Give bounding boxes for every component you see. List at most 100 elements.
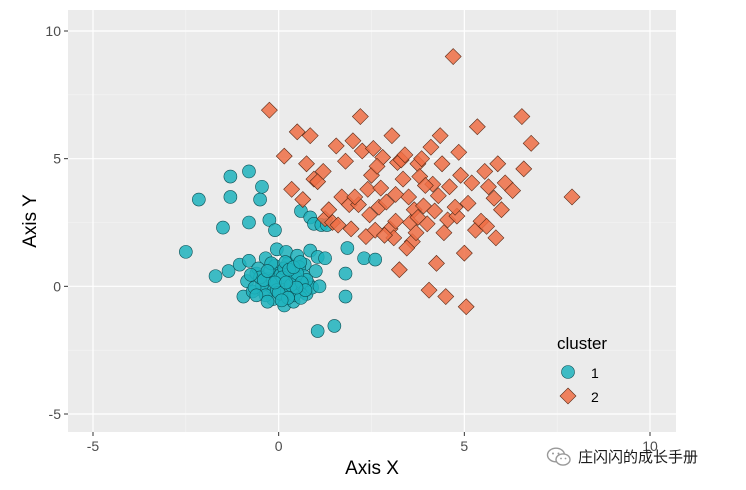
y-axis-ticks: -5 0 5 10: [45, 23, 68, 422]
data-point-cluster-2: [359, 180, 377, 198]
data-point-cluster-1: [293, 255, 308, 269]
data-point-cluster-2: [428, 254, 445, 272]
data-point-cluster-2: [275, 147, 293, 165]
data-point-cluster-2: [457, 298, 475, 316]
data-point-cluster-2: [398, 239, 416, 257]
data-point-cluster-2: [455, 244, 473, 262]
x-axis-ticks: -5 0 5 10: [87, 432, 658, 454]
data-point-cluster-2: [426, 202, 444, 220]
data-point-cluster-2: [487, 229, 505, 247]
data-point-cluster-1: [192, 192, 206, 207]
data-point-cluster-2: [450, 143, 468, 161]
data-point-cluster-2: [377, 193, 395, 211]
data-point-cluster-1: [308, 264, 323, 278]
data-point-cluster-1: [279, 275, 293, 290]
data-point-cluster-2: [522, 134, 540, 152]
data-point-cluster-1: [253, 192, 267, 207]
data-point-cluster-1: [244, 268, 258, 282]
data-point-cluster-2: [446, 198, 464, 216]
data-point-cluster-1: [274, 293, 289, 308]
plot-panel: [68, 10, 676, 432]
data-point-cluster-2: [327, 137, 345, 155]
y-axis-title: Axis Y: [20, 194, 41, 248]
data-point-cluster-1: [310, 324, 325, 338]
data-point-cluster-2: [314, 163, 332, 180]
data-point-cluster-1: [312, 279, 327, 294]
x-axis-title: Axis X: [345, 458, 399, 479]
data-point-cluster-1: [179, 245, 193, 259]
data-point-cluster-1: [338, 289, 353, 304]
data-point-cluster-2: [463, 174, 481, 192]
data-point-cluster-2: [301, 127, 319, 145]
data-point-cluster-1: [318, 251, 332, 266]
data-point-cluster-2: [383, 127, 401, 145]
data-point-cluster-2: [513, 108, 531, 125]
data-point-cluster-2: [563, 188, 581, 206]
data-point-cluster-1: [368, 252, 383, 267]
data-point-cluster-2: [476, 163, 494, 180]
x-tick-label: 10: [642, 438, 658, 454]
data-point-cluster-2: [283, 180, 301, 198]
data-point-cluster-1: [327, 319, 342, 333]
data-point-cluster-2: [387, 185, 405, 203]
wechat-icon: [546, 446, 571, 466]
data-point-cluster-2: [351, 108, 369, 125]
data-point-cluster-1: [223, 190, 238, 204]
data-point-cluster-1: [340, 241, 355, 255]
data-point-cluster-2: [444, 48, 462, 65]
y-tick-label: 5: [53, 151, 61, 167]
data-point-cluster-2: [298, 155, 315, 173]
data-point-cluster-2: [409, 208, 427, 226]
data-point-cluster-2: [431, 127, 449, 145]
data-point-cluster-2: [342, 220, 360, 238]
data-point-cluster-2: [433, 155, 451, 173]
watermark: 庄闪闪的成长手册: [546, 446, 698, 467]
data-point-cluster-2: [407, 224, 425, 242]
major-gridlines: [68, 10, 676, 432]
data-point-cluster-2: [329, 216, 347, 234]
data-point-cluster-1: [242, 253, 256, 268]
data-point-cluster-2: [480, 178, 497, 196]
data-points: [179, 48, 581, 338]
data-point-cluster-1: [223, 169, 238, 184]
legend-label-1: 1: [591, 365, 599, 381]
data-point-cluster-2: [452, 166, 470, 184]
data-point-cluster-2: [344, 132, 362, 150]
data-point-cluster-2: [387, 212, 405, 230]
data-point-cluster-2: [364, 140, 382, 157]
data-point-cluster-2: [396, 146, 414, 164]
legend-key-2: [559, 387, 577, 405]
y-tick-label: -5: [49, 406, 62, 422]
data-point-cluster-1: [221, 264, 236, 278]
legend-title: cluster: [557, 334, 607, 353]
data-point-cluster-2: [294, 191, 312, 208]
data-point-cluster-2: [288, 123, 306, 141]
data-point-cluster-1: [338, 266, 353, 281]
minor-gridlines: [68, 10, 676, 432]
data-point-cluster-1: [242, 164, 256, 179]
y-tick-label: 10: [45, 23, 61, 39]
watermark-text: 庄闪闪的成长手册: [578, 448, 699, 466]
data-point-cluster-2: [372, 179, 390, 197]
data-point-cluster-2: [413, 150, 431, 168]
data-point-cluster-2: [435, 224, 453, 242]
data-point-cluster-1: [260, 294, 275, 309]
data-point-cluster-2: [416, 177, 434, 194]
x-tick-label: 0: [275, 438, 283, 454]
data-point-cluster-2: [485, 189, 503, 207]
legend-key-1: [561, 365, 575, 379]
data-point-cluster-2: [441, 178, 458, 196]
data-point-cluster-2: [260, 101, 278, 119]
data-point-cluster-2: [437, 288, 455, 305]
data-point-cluster-1: [208, 269, 223, 283]
legend-keys: [559, 365, 577, 405]
data-point-cluster-1: [255, 179, 269, 194]
data-point-cluster-1: [242, 215, 256, 230]
data-point-cluster-2: [361, 206, 379, 224]
data-point-cluster-2: [394, 170, 412, 188]
data-point-cluster-2: [376, 226, 393, 244]
data-point-cluster-2: [429, 187, 447, 205]
data-point-cluster-2: [422, 138, 440, 156]
data-point-cluster-1: [268, 223, 282, 237]
data-point-cluster-1: [260, 264, 275, 278]
